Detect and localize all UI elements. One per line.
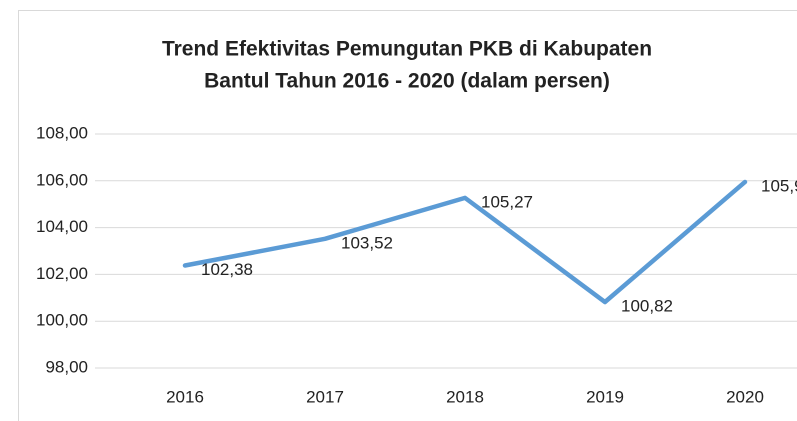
y-tick-label: 102,00 [36,264,88,283]
data-line [182,179,748,305]
chart-title: Trend Efektivitas Pemungutan PKB di Kabu… [162,38,652,61]
data-label: 102,38 [201,260,253,279]
x-tick-label: 2016 [166,387,204,406]
x-tick-label: 2017 [306,387,344,406]
y-tick-label: 108,00 [36,123,88,142]
data-label: 105,27 [481,192,533,211]
y-tick-label: 106,00 [36,170,88,189]
data-label: 100,82 [621,296,673,315]
y-tick-label: 100,00 [36,311,88,330]
y-tick-label: 98,00 [45,357,88,376]
x-tick-label: 2019 [586,387,624,406]
y-tick-label: 104,00 [36,217,88,236]
chart-title: Bantul Tahun 2016 - 2020 (dalam persen) [204,70,610,93]
data-label: 105,95 [761,176,797,195]
x-tick-label: 2018 [446,387,484,406]
x-tick-label: 2020 [726,387,764,406]
data-label: 103,52 [341,233,393,252]
